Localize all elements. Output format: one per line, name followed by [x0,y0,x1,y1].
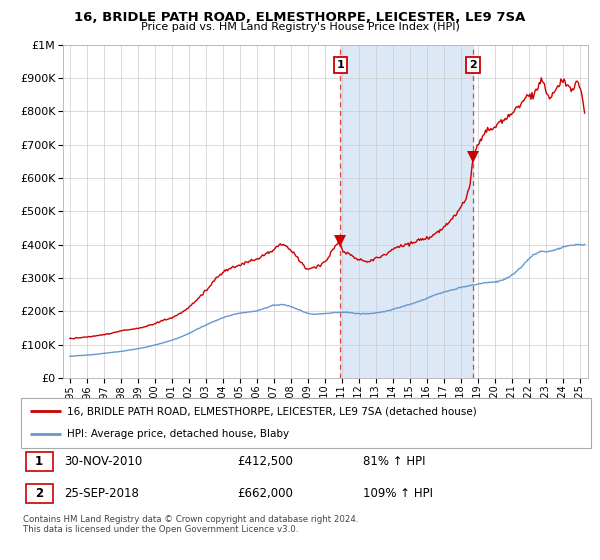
Text: 81% ↑ HPI: 81% ↑ HPI [363,455,425,468]
Text: 109% ↑ HPI: 109% ↑ HPI [363,487,433,500]
Text: 30-NOV-2010: 30-NOV-2010 [64,455,142,468]
Bar [340,45,473,378]
Text: 1: 1 [337,60,344,70]
Text: Price paid vs. HM Land Registry's House Price Index (HPI): Price paid vs. HM Land Registry's House … [140,22,460,32]
Text: This data is licensed under the Open Government Licence v3.0.: This data is licensed under the Open Gov… [23,525,298,534]
FancyBboxPatch shape [26,484,53,503]
Text: Contains HM Land Registry data © Crown copyright and database right 2024.: Contains HM Land Registry data © Crown c… [23,515,358,524]
Text: 25-SEP-2018: 25-SEP-2018 [64,487,139,500]
FancyBboxPatch shape [26,452,53,471]
Text: £412,500: £412,500 [238,455,293,468]
Text: 1: 1 [35,455,43,468]
Text: 16, BRIDLE PATH ROAD, ELMESTHORPE, LEICESTER, LE9 7SA: 16, BRIDLE PATH ROAD, ELMESTHORPE, LEICE… [74,11,526,24]
Text: 2: 2 [35,487,43,500]
Text: 16, BRIDLE PATH ROAD, ELMESTHORPE, LEICESTER, LE9 7SA (detached house): 16, BRIDLE PATH ROAD, ELMESTHORPE, LEICE… [67,406,476,416]
Text: HPI: Average price, detached house, Blaby: HPI: Average price, detached house, Blab… [67,430,289,440]
FancyBboxPatch shape [21,398,591,448]
Text: 2: 2 [469,60,477,70]
Text: £662,000: £662,000 [238,487,293,500]
